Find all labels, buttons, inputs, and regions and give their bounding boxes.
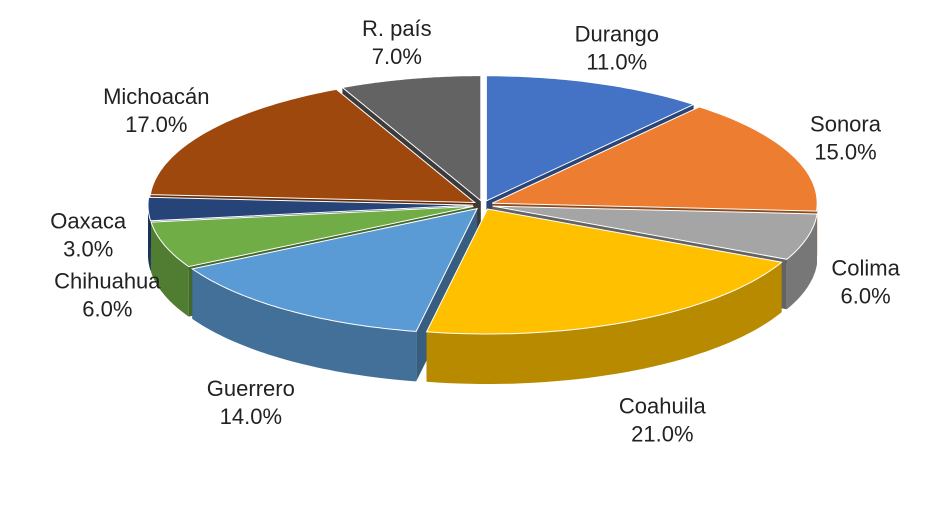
slice-value-label: 3.0% [63, 237, 113, 262]
slice-side [192, 268, 417, 382]
slice-label: Durango [575, 22, 659, 47]
slice [492, 205, 818, 260]
slice [341, 75, 482, 202]
slice-value-label: 17.0% [125, 112, 187, 137]
slice [147, 196, 474, 222]
slice-value-label: 7.0% [372, 44, 422, 69]
slice-label: Michoacán [103, 84, 209, 109]
slice [491, 106, 818, 212]
slice-value-label: 11.0% [586, 50, 647, 75]
slice-side [426, 262, 782, 384]
slice-value-label: 6.0% [82, 296, 132, 321]
slice [149, 88, 477, 204]
slice-side [786, 214, 817, 310]
slice-label: R. país [362, 16, 432, 41]
slice-label: Colima [831, 255, 900, 280]
slice [191, 207, 479, 332]
slice-label: Guerrero [207, 376, 295, 401]
slice [425, 208, 783, 335]
slice-value-label: 14.0% [220, 404, 282, 429]
slice-label: Oaxaca [50, 209, 127, 234]
slice-label: Chihuahua [54, 268, 161, 293]
slice-side [148, 205, 151, 271]
slice-value-label: 15.0% [814, 139, 876, 164]
slice-side [151, 222, 189, 317]
slice-value-label: 21.0% [631, 421, 693, 446]
slice [150, 205, 474, 268]
slice [485, 75, 695, 202]
slice-label: Coahuila [619, 393, 707, 418]
slice-value-label: 6.0% [841, 283, 891, 308]
slice-label: Sonora [810, 111, 882, 136]
